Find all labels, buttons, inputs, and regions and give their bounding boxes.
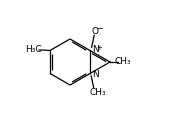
Text: O: O [91,27,98,36]
Text: −: − [95,24,102,33]
Text: CH₃: CH₃ [115,58,131,66]
Text: N: N [92,45,99,54]
Text: +: + [96,45,102,51]
Text: N: N [92,70,98,79]
Text: H₃C: H₃C [25,45,41,54]
Text: CH₃: CH₃ [89,88,106,97]
